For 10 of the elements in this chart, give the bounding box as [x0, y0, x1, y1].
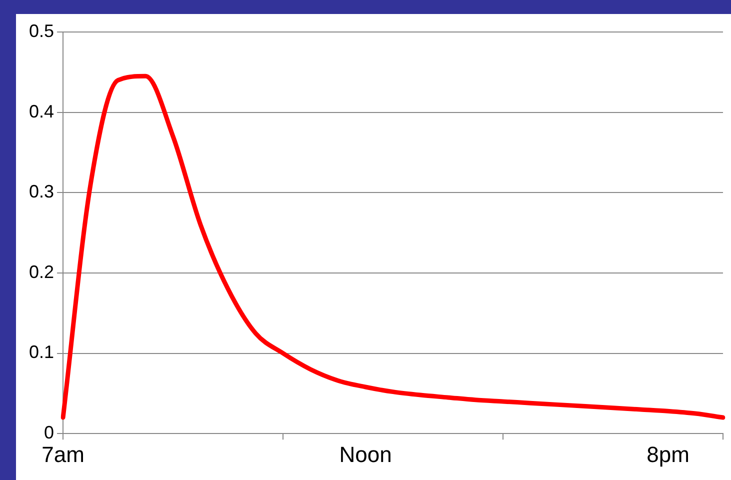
- x-tick-label: 7am: [42, 442, 84, 467]
- y-tick-label: 0.3: [28, 182, 54, 202]
- y-tick-label: 0.5: [28, 20, 54, 41]
- y-tick-label: 0.4: [28, 101, 54, 122]
- y-tick-label: 0.2: [28, 262, 54, 282]
- y-tick-label: 0.1: [28, 342, 54, 362]
- x-tick-label: Noon: [339, 442, 392, 467]
- y-tick-label: 0: [44, 422, 54, 443]
- x-tick-label: 8pm: [646, 442, 690, 467]
- line-series: [60, 74, 726, 420]
